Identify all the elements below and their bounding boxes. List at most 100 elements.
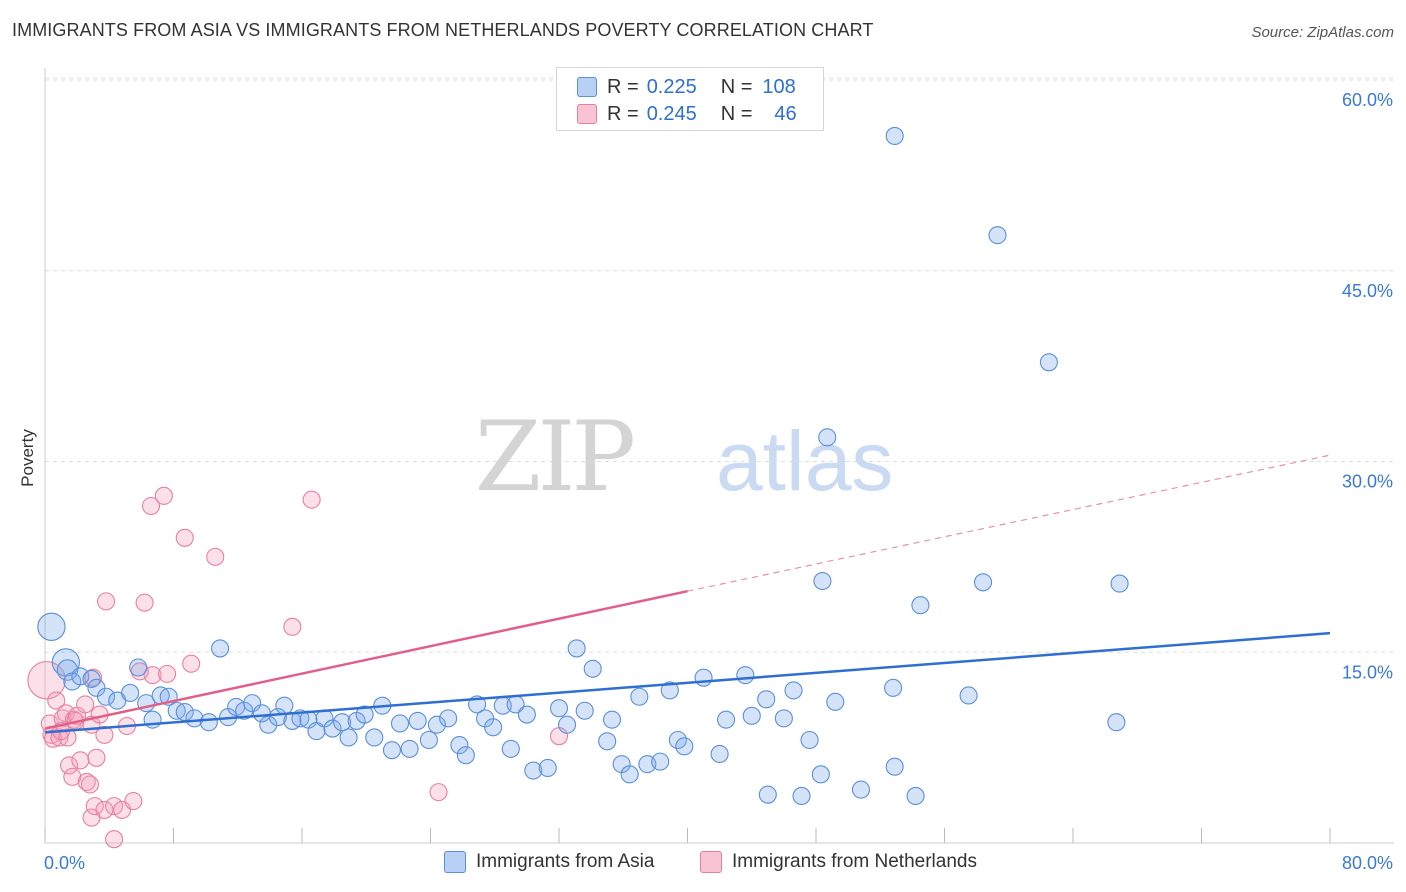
- data-point-netherlands: [85, 797, 104, 816]
- data-point-asia: [575, 701, 594, 720]
- data-point-asia: [37, 612, 66, 641]
- legend-r-value: 0.225: [646, 75, 697, 98]
- data-point-asia: [959, 686, 978, 705]
- data-point-asia: [694, 668, 713, 687]
- data-point-asia: [758, 785, 777, 804]
- data-point-asia: [484, 718, 503, 737]
- data-point-netherlands: [76, 695, 95, 714]
- data-point-netherlands: [206, 547, 225, 566]
- data-point-asia: [323, 719, 342, 738]
- data-point-asia: [675, 737, 694, 756]
- data-point-asia: [365, 728, 384, 747]
- data-point-netherlands: [154, 486, 173, 505]
- data-point-asia: [1107, 713, 1126, 732]
- watermark-atlas: atlas: [716, 414, 893, 508]
- data-point-asia: [710, 744, 729, 764]
- x-tick-label: 0.0%: [44, 853, 85, 873]
- data-point-asia: [716, 710, 736, 729]
- legend-item-asia[interactable]: Immigrants from Asia: [444, 851, 654, 873]
- legend-n-label: N =: [720, 102, 753, 125]
- data-point-asia: [517, 705, 536, 724]
- data-point-netherlands: [95, 725, 114, 744]
- data-point-asia: [851, 780, 871, 799]
- data-point-asia: [1039, 353, 1058, 372]
- data-point-netherlands: [47, 691, 66, 710]
- data-point-netherlands: [429, 783, 448, 802]
- data-point-asia: [56, 659, 79, 681]
- data-point-asia: [742, 706, 761, 725]
- data-point-asia: [784, 681, 803, 700]
- legend-swatch-asia: [577, 77, 597, 97]
- data-point-asia: [598, 732, 617, 751]
- legend-n-value: 46: [774, 102, 797, 125]
- data-point-asia: [884, 678, 903, 697]
- legend-label-asia: Immigrants from Asia: [476, 851, 655, 872]
- data-point-asia: [549, 699, 569, 718]
- data-point-netherlands: [158, 664, 177, 683]
- x-tick-label: 80.0%: [1342, 853, 1393, 873]
- trend-line-netherlands: [44, 589, 688, 730]
- data-point-asia: [557, 715, 577, 734]
- data-point-netherlands: [182, 654, 201, 673]
- series-asia-points: [37, 126, 1129, 805]
- y-tick-label: 45.0%: [1342, 281, 1393, 301]
- data-point-netherlands: [135, 593, 154, 612]
- data-point-asia: [129, 658, 148, 677]
- legend-label-netherlands: Immigrants from Netherlands: [732, 851, 977, 872]
- data-point-netherlands: [80, 775, 100, 794]
- y-axis-label: Poverty: [18, 429, 37, 487]
- data-point-asia: [906, 786, 925, 805]
- data-point-asia: [390, 714, 410, 733]
- data-point-asia: [82, 669, 101, 689]
- legend-item-netherlands[interactable]: Immigrants from Netherlands: [700, 851, 977, 873]
- trend-lines: [44, 454, 1331, 734]
- axes: [44, 68, 1394, 844]
- data-point-asia: [1110, 574, 1129, 593]
- data-point-asia: [121, 683, 140, 702]
- data-point-asia: [71, 667, 90, 686]
- data-point-asia: [333, 713, 352, 732]
- trend-line-asia: [44, 631, 1331, 734]
- legend-n-label: N =: [720, 75, 753, 98]
- data-point-netherlands: [283, 617, 302, 636]
- legend-swatch-netherlands: [700, 851, 722, 873]
- data-point-asia: [818, 428, 837, 447]
- data-point-asia: [96, 687, 116, 706]
- data-point-asia: [538, 758, 557, 778]
- data-point-asia: [660, 681, 679, 700]
- source-label: Source: ZipAtlas.com: [1251, 24, 1394, 41]
- data-point-asia: [439, 709, 458, 728]
- data-point-asia: [567, 639, 586, 658]
- y-tick-label: 30.0%: [1342, 472, 1393, 492]
- data-point-asia: [602, 710, 622, 729]
- series-legend: Immigrants from Asia Immigrants from Net…: [0, 851, 1406, 879]
- data-point-asia: [275, 696, 294, 715]
- legend-swatch-asia: [444, 851, 466, 873]
- legend-r-value: 0.245: [646, 102, 697, 125]
- y-tick-label: 15.0%: [1342, 662, 1393, 682]
- tick-labels: 15.0% 30.0% 45.0% 60.0% 0.0% 80.0%: [44, 90, 1393, 873]
- data-point-asia: [911, 596, 930, 615]
- data-point-asia: [456, 746, 475, 765]
- data-point-asia: [408, 711, 427, 730]
- data-point-asia: [355, 705, 374, 724]
- data-point-asia: [620, 765, 639, 784]
- data-point-asia: [630, 687, 649, 706]
- legend-row-asia: R = 0.225 N = 108: [577, 74, 796, 100]
- data-point-asia: [427, 715, 446, 734]
- data-point-asia: [450, 736, 469, 755]
- data-point-netherlands: [124, 791, 143, 811]
- data-point-asia: [524, 761, 543, 780]
- data-point-asia: [774, 709, 793, 728]
- data-point-asia: [800, 730, 819, 750]
- data-point-asia: [736, 666, 755, 685]
- gridlines: [45, 77, 1394, 653]
- data-point-asia: [199, 713, 218, 732]
- legend-r-label: R =: [607, 75, 639, 98]
- data-point-asia: [757, 690, 776, 709]
- stats-legend: R = 0.225 N = 108 R = 0.245 N = 46: [556, 67, 824, 131]
- data-point-asia: [501, 739, 520, 758]
- legend-row-netherlands: R = 0.245 N = 46: [577, 101, 797, 127]
- legend-r-label: R =: [607, 102, 639, 125]
